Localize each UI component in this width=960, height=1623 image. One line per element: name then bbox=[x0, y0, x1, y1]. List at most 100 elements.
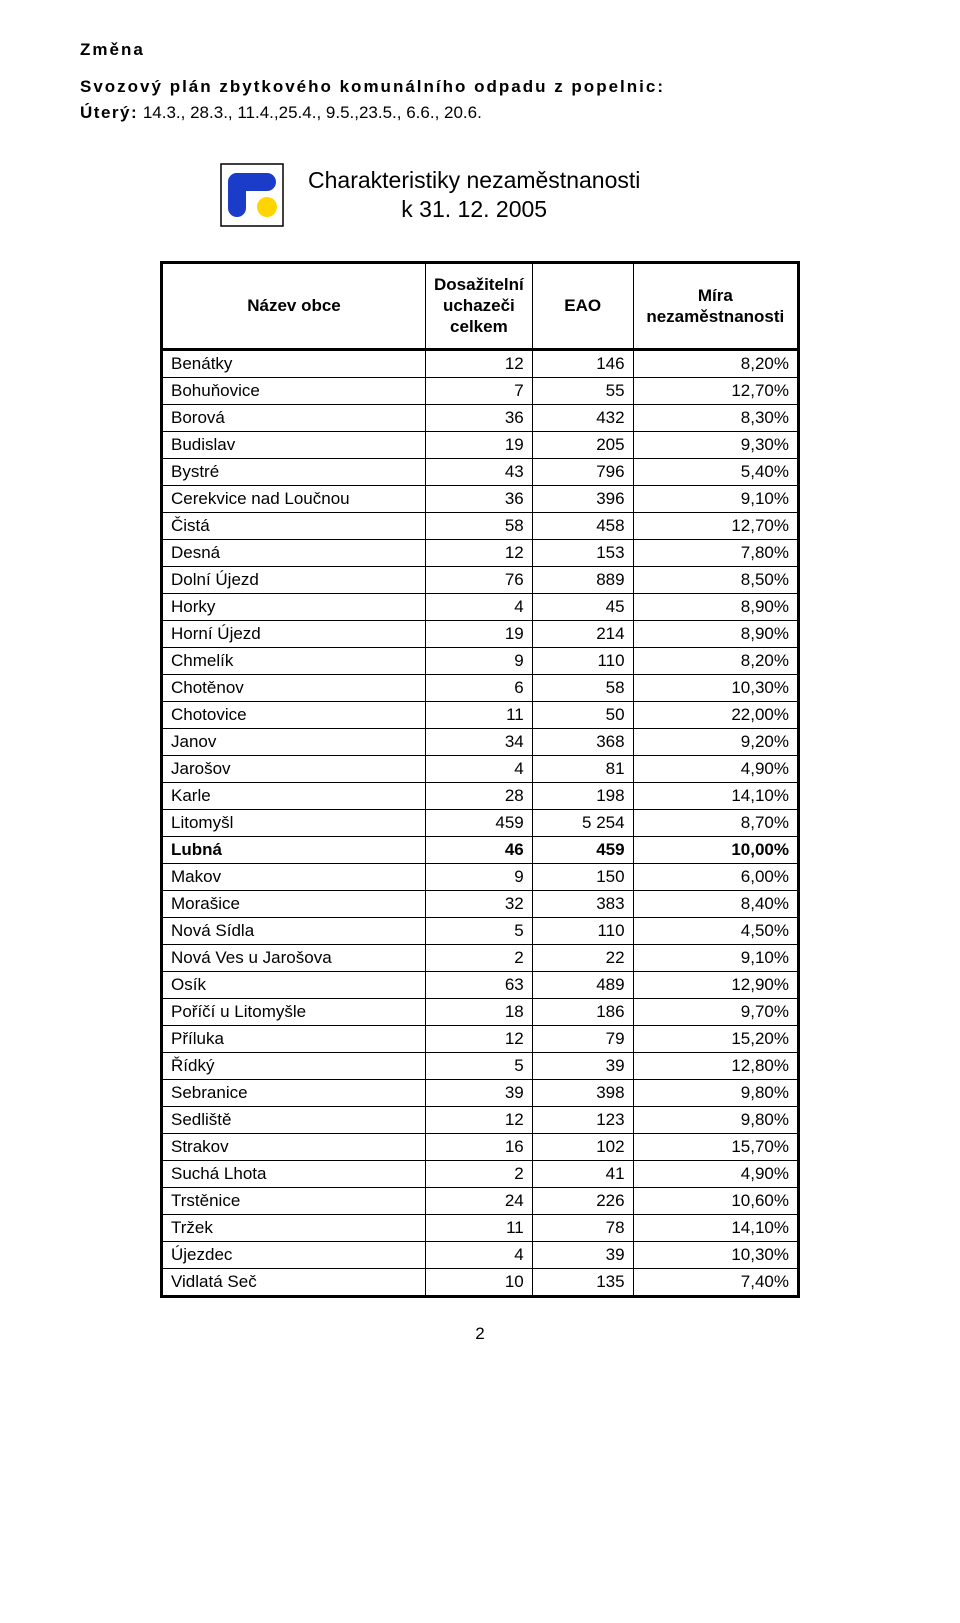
col-applicants-l3: celkem bbox=[434, 316, 524, 337]
table-row: Trstěnice2422610,60% bbox=[162, 1187, 799, 1214]
table-row: Morašice323838,40% bbox=[162, 890, 799, 917]
table-cell: 153 bbox=[532, 539, 633, 566]
table-row: Strakov1610215,70% bbox=[162, 1133, 799, 1160]
table-cell: 150 bbox=[532, 863, 633, 890]
table-row: Karle2819814,10% bbox=[162, 782, 799, 809]
table-row: Cerekvice nad Loučnou363969,10% bbox=[162, 485, 799, 512]
table-cell: 8,30% bbox=[633, 404, 798, 431]
change-heading: Změna bbox=[80, 40, 880, 60]
table-cell: Janov bbox=[162, 728, 426, 755]
table-cell: 12,80% bbox=[633, 1052, 798, 1079]
table-row: Benátky121468,20% bbox=[162, 349, 799, 377]
table-cell: 383 bbox=[532, 890, 633, 917]
table-cell: 7,40% bbox=[633, 1268, 798, 1296]
table-cell: Suchá Lhota bbox=[162, 1160, 426, 1187]
table-cell: 214 bbox=[532, 620, 633, 647]
table-cell: Nová Sídla bbox=[162, 917, 426, 944]
table-cell: 4 bbox=[426, 593, 533, 620]
section-title: Charakteristiky nezaměstnanosti k 31. 12… bbox=[308, 166, 640, 224]
table-cell: 8,50% bbox=[633, 566, 798, 593]
table-cell: 8,20% bbox=[633, 647, 798, 674]
section-title-line2: k 31. 12. 2005 bbox=[308, 195, 640, 224]
table-row: Makov91506,00% bbox=[162, 863, 799, 890]
table-cell: 10,30% bbox=[633, 1241, 798, 1268]
table-cell: 50 bbox=[532, 701, 633, 728]
table-row: Tržek117814,10% bbox=[162, 1214, 799, 1241]
table-cell: 398 bbox=[532, 1079, 633, 1106]
table-cell: 22 bbox=[532, 944, 633, 971]
table-cell: 9,30% bbox=[633, 431, 798, 458]
table-cell: 2 bbox=[426, 944, 533, 971]
col-rate: Míra nezaměstnanosti bbox=[633, 262, 798, 349]
table-cell: Lubná bbox=[162, 836, 426, 863]
table-cell: Trstěnice bbox=[162, 1187, 426, 1214]
table-cell: 489 bbox=[532, 971, 633, 998]
table-cell: 39 bbox=[532, 1241, 633, 1268]
table-cell: 8,90% bbox=[633, 620, 798, 647]
table-cell: Jarošov bbox=[162, 755, 426, 782]
table-row: Jarošov4814,90% bbox=[162, 755, 799, 782]
table-cell: 102 bbox=[532, 1133, 633, 1160]
logo-title-row: Charakteristiky nezaměstnanosti k 31. 12… bbox=[220, 163, 880, 227]
table-cell: 12 bbox=[426, 539, 533, 566]
table-row: Příluka127915,20% bbox=[162, 1025, 799, 1052]
table-cell: Osík bbox=[162, 971, 426, 998]
table-row: Litomyšl4595 2548,70% bbox=[162, 809, 799, 836]
table-cell: 76 bbox=[426, 566, 533, 593]
table-header-row: Název obce Dosažitelní uchazeči celkem E… bbox=[162, 262, 799, 349]
table-row: Nová Sídla51104,50% bbox=[162, 917, 799, 944]
table-cell: 14,10% bbox=[633, 782, 798, 809]
table-cell: Sedliště bbox=[162, 1106, 426, 1133]
table-cell: 32 bbox=[426, 890, 533, 917]
table-cell: 9,80% bbox=[633, 1079, 798, 1106]
table-cell: Chmelík bbox=[162, 647, 426, 674]
table-cell: 8,20% bbox=[633, 349, 798, 377]
table-cell: 11 bbox=[426, 1214, 533, 1241]
table-cell: 123 bbox=[532, 1106, 633, 1133]
table-cell: Příluka bbox=[162, 1025, 426, 1052]
table-cell: 4 bbox=[426, 1241, 533, 1268]
table-cell: Chotěnov bbox=[162, 674, 426, 701]
table-cell: 12 bbox=[426, 349, 533, 377]
table-cell: 22,00% bbox=[633, 701, 798, 728]
table-cell: 19 bbox=[426, 620, 533, 647]
table-row: Osík6348912,90% bbox=[162, 971, 799, 998]
table-cell: 63 bbox=[426, 971, 533, 998]
table-cell: 9,80% bbox=[633, 1106, 798, 1133]
table-cell: 796 bbox=[532, 458, 633, 485]
table-cell: 889 bbox=[532, 566, 633, 593]
table-cell: Strakov bbox=[162, 1133, 426, 1160]
table-cell: 10,30% bbox=[633, 674, 798, 701]
table-cell: 58 bbox=[426, 512, 533, 539]
unemployment-table: Název obce Dosažitelní uchazeči celkem E… bbox=[160, 261, 800, 1298]
col-applicants-l2: uchazeči bbox=[434, 295, 524, 316]
table-cell: Cerekvice nad Loučnou bbox=[162, 485, 426, 512]
table-row: Lubná4645910,00% bbox=[162, 836, 799, 863]
table-cell: 135 bbox=[532, 1268, 633, 1296]
table-row: Újezdec43910,30% bbox=[162, 1241, 799, 1268]
table-cell: Morašice bbox=[162, 890, 426, 917]
table-row: Sedliště121239,80% bbox=[162, 1106, 799, 1133]
table-cell: 459 bbox=[426, 809, 533, 836]
table-row: Desná121537,80% bbox=[162, 539, 799, 566]
table-cell: 12 bbox=[426, 1025, 533, 1052]
table-cell: 9 bbox=[426, 863, 533, 890]
table-cell: Řídký bbox=[162, 1052, 426, 1079]
table-cell: Dolní Újezd bbox=[162, 566, 426, 593]
table-row: Horky4458,90% bbox=[162, 593, 799, 620]
table-cell: 368 bbox=[532, 728, 633, 755]
table-cell: Újezdec bbox=[162, 1241, 426, 1268]
table-row: Chmelík91108,20% bbox=[162, 647, 799, 674]
table-cell: Horky bbox=[162, 593, 426, 620]
table-cell: 79 bbox=[532, 1025, 633, 1052]
table-cell: 5,40% bbox=[633, 458, 798, 485]
employment-office-logo-icon bbox=[220, 163, 284, 227]
page-number: 2 bbox=[80, 1324, 880, 1344]
table-cell: 6,00% bbox=[633, 863, 798, 890]
table-cell: 458 bbox=[532, 512, 633, 539]
table-cell: 18 bbox=[426, 998, 533, 1025]
table-cell: 110 bbox=[532, 917, 633, 944]
table-cell: 12,90% bbox=[633, 971, 798, 998]
table-cell: 9,70% bbox=[633, 998, 798, 1025]
table-cell: 39 bbox=[426, 1079, 533, 1106]
